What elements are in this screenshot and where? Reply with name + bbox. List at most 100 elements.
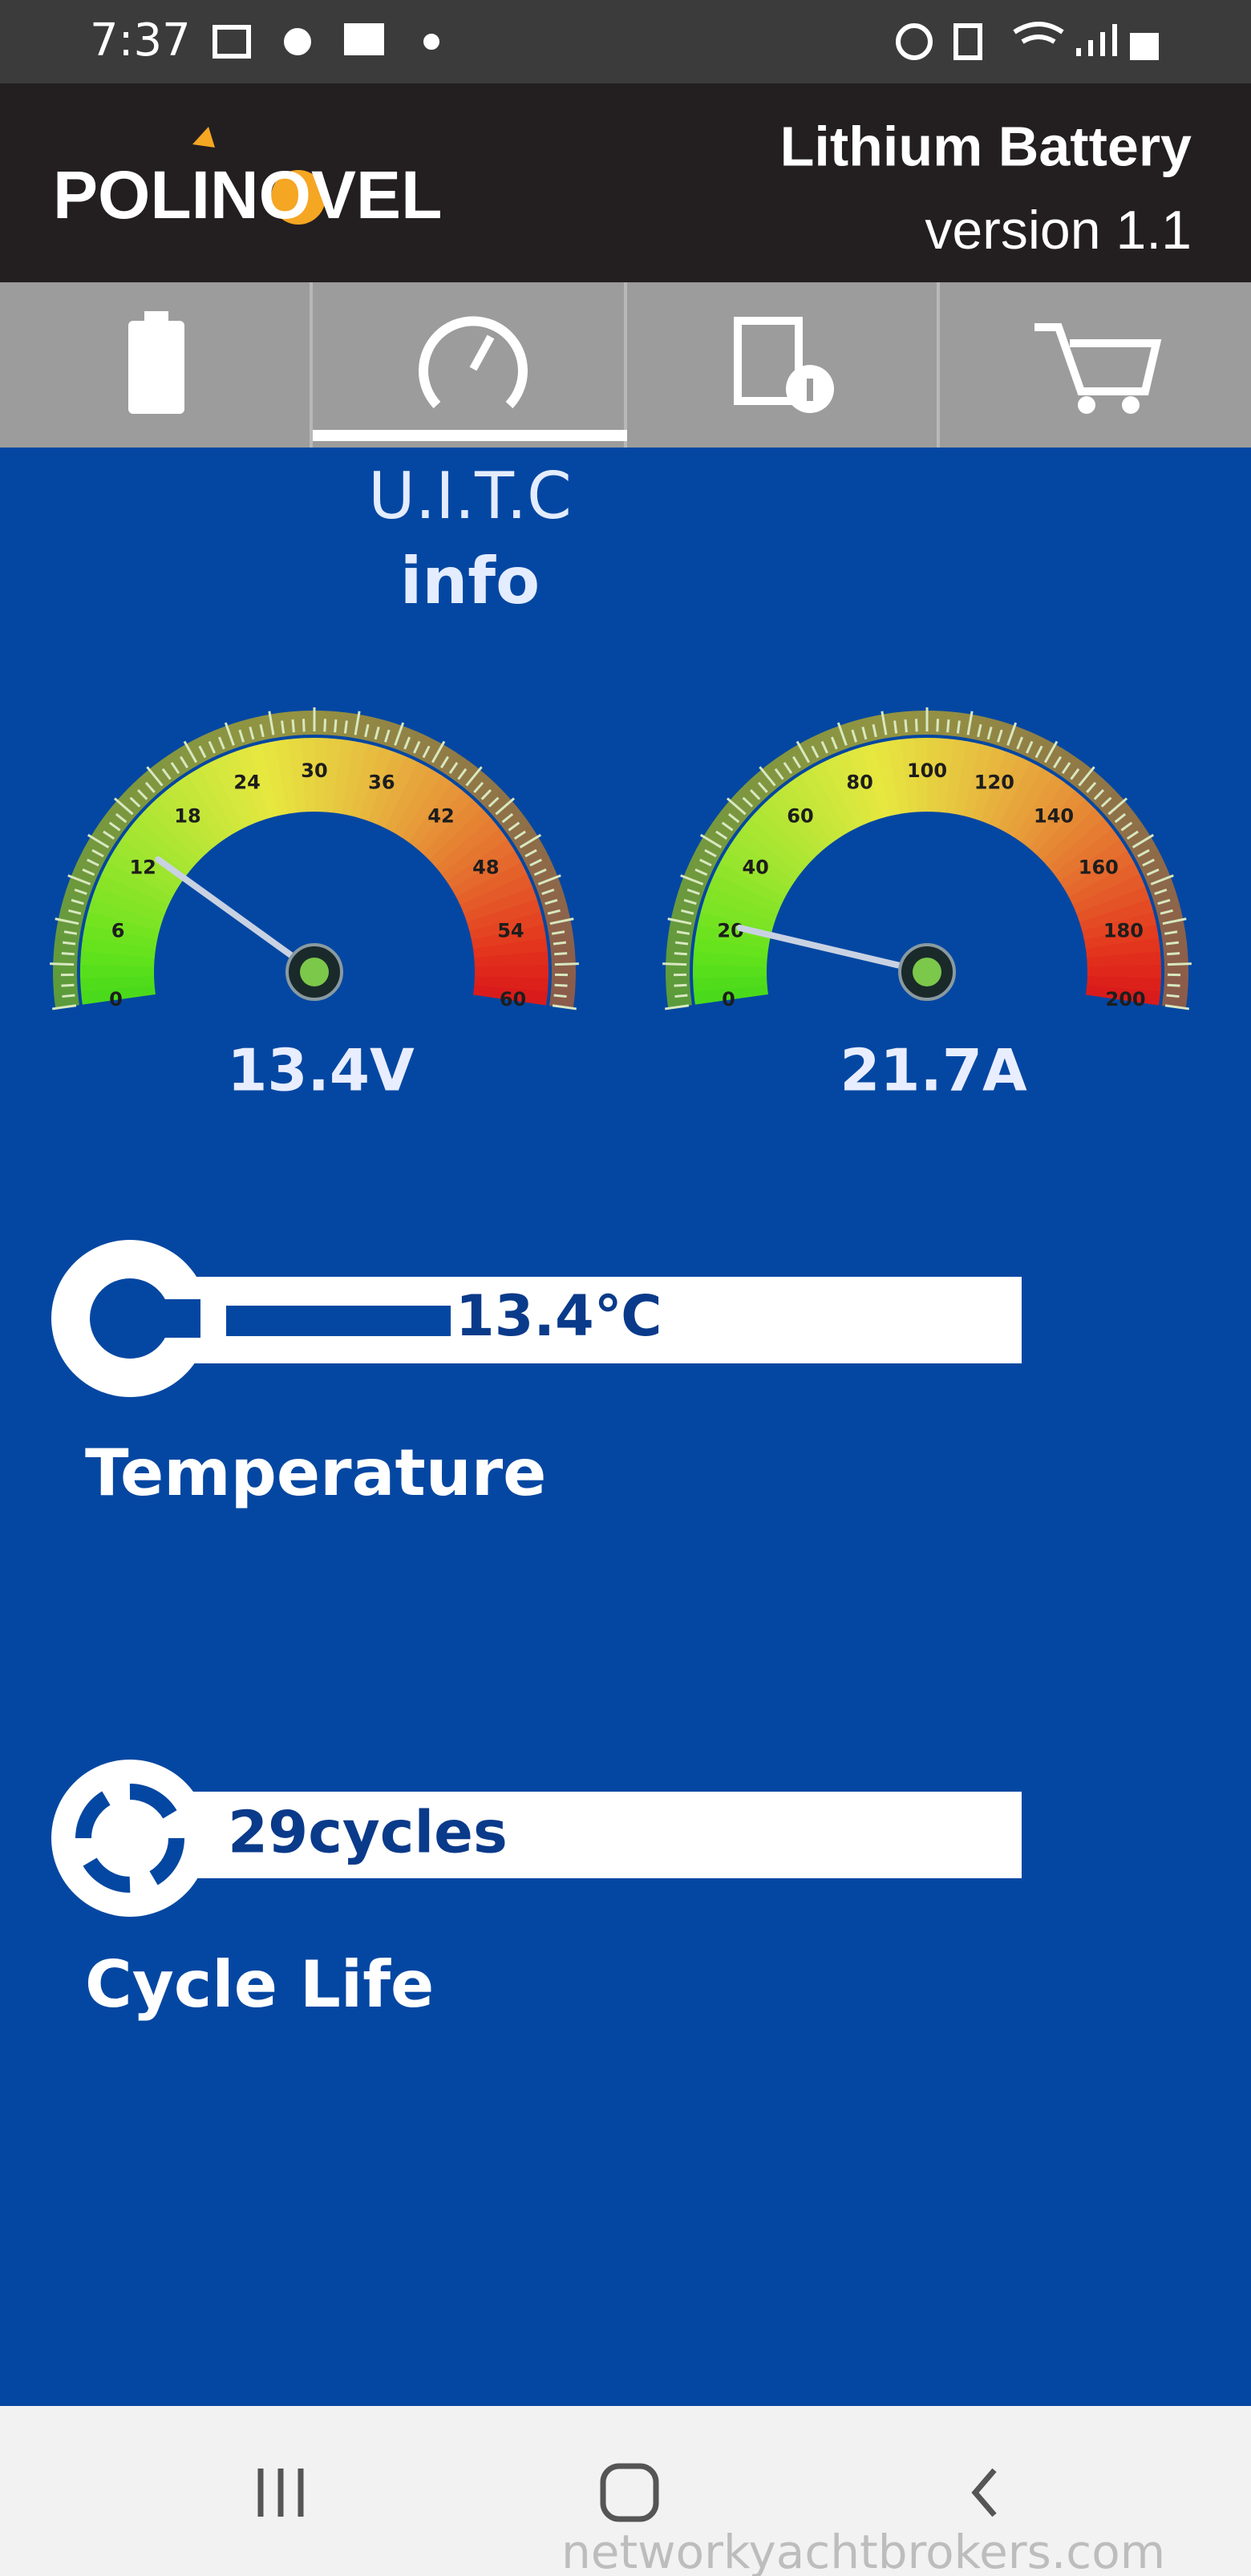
gauge-band — [156, 790, 214, 854]
gauge-rim — [1130, 836, 1159, 862]
gauge-hub-center — [300, 958, 329, 986]
tab-cart[interactable] — [940, 282, 1251, 448]
gauge-rim — [529, 862, 558, 886]
gauge-band — [936, 738, 955, 813]
gauge-rim-tick — [674, 941, 689, 946]
gauge-band — [1042, 808, 1104, 868]
gauge-rim-tick — [946, 719, 950, 733]
gauge-rim-tick — [721, 821, 734, 832]
nav-back[interactable] — [971, 2468, 997, 2517]
gauge-rim-tick — [63, 930, 78, 935]
gauge-rim-tick — [354, 711, 361, 735]
page-title: U.I.T.C — [368, 459, 572, 533]
gauge-rim-tick — [268, 711, 275, 735]
gauge-rim-tick — [966, 711, 974, 735]
gauge-rim-tick — [113, 797, 134, 816]
nav-bar — [0, 2406, 1251, 2576]
gauge-rim-tick — [674, 983, 687, 987]
gauge-band — [129, 817, 194, 874]
logo-flame — [192, 127, 215, 148]
gauge-rim-tick — [726, 797, 747, 816]
gauge-band — [694, 937, 769, 958]
gauge-rim-tick — [513, 830, 526, 840]
gauge-rim-tick — [1166, 994, 1180, 998]
tab-gauge[interactable] — [313, 282, 627, 448]
gauge-band — [84, 911, 160, 940]
app-title: Lithium Battery — [780, 115, 1192, 177]
gauge-needle — [155, 856, 318, 975]
gauge-band — [451, 850, 522, 897]
gauge-tick-label: 42 — [427, 804, 454, 827]
gauge-band — [714, 861, 786, 905]
gauge-band — [963, 743, 994, 819]
gauge-rim-tick — [674, 994, 688, 998]
gauge-rim-tick — [796, 740, 811, 763]
temp-label: Temperature — [85, 1436, 546, 1510]
gauge-band — [400, 775, 453, 843]
gauge-band — [836, 751, 874, 824]
gauge-band — [474, 964, 549, 979]
gauge-band — [981, 751, 1019, 824]
gauge-tick-label: 60 — [500, 988, 526, 1011]
gauge-band — [274, 739, 297, 814]
nav-recents[interactable] — [257, 2469, 304, 2517]
gauge-band — [176, 774, 229, 843]
gauge-rim — [1123, 824, 1152, 850]
gauge-band — [429, 808, 492, 868]
gauge-band — [368, 751, 407, 824]
gauge-band — [693, 950, 767, 967]
gauge-rim — [314, 711, 330, 735]
gauge-rim-tick — [676, 930, 690, 935]
gauge-band — [1087, 951, 1161, 968]
gauge-rim-tick — [742, 796, 754, 808]
gauge-tick-label: 54 — [497, 920, 524, 942]
gauge-band — [1054, 828, 1121, 882]
gauge-rim-tick — [662, 962, 687, 966]
tab-info[interactable] — [627, 282, 938, 448]
gauge-rim-tick — [108, 821, 121, 832]
gauge-band — [393, 768, 442, 837]
tab-battery[interactable] — [0, 282, 311, 448]
gauge-rim-tick — [681, 909, 694, 915]
gauge-needle — [736, 924, 930, 975]
gauge-band — [446, 839, 516, 889]
gauge-band — [945, 739, 968, 815]
gauge-band — [83, 924, 158, 950]
gauge-rim — [510, 824, 539, 850]
gauge-rim-tick — [473, 781, 484, 793]
gauge-band — [800, 768, 849, 837]
gauge-rim-tick — [259, 723, 265, 738]
gauge-rim-tick — [836, 722, 848, 746]
gauge-rim-tick — [1167, 962, 1192, 966]
gauge-band — [998, 761, 1043, 833]
gauge-rim-tick — [224, 722, 235, 746]
gauge-band — [248, 743, 279, 819]
gauge-rim-tick — [508, 821, 520, 832]
gauge-rim — [1096, 789, 1125, 817]
gauge-tick-label: 180 — [1103, 920, 1144, 942]
gauge-rim-tick — [74, 888, 87, 895]
gauge-rim — [927, 711, 943, 735]
gauge-rim — [1142, 862, 1171, 886]
gauge-rim-tick — [1137, 849, 1150, 858]
gauge-rim-tick — [1006, 722, 1018, 746]
gauge-rim-tick — [448, 762, 459, 775]
gauge-rim-tick — [549, 917, 574, 925]
gauge-rim-tick — [67, 874, 91, 885]
gauge-rim — [798, 736, 824, 766]
gauge-band — [460, 874, 533, 914]
gauge-band — [323, 738, 342, 813]
gauge-rim-tick — [554, 962, 579, 966]
gauge-rim — [83, 836, 112, 861]
gauge-rim-tick — [1016, 736, 1024, 750]
gauge-rim-tick — [103, 830, 115, 840]
gauge-rim-tick — [881, 711, 888, 735]
gauge-band — [376, 755, 419, 828]
gauge-band — [146, 799, 207, 861]
gauge-rim-tick — [71, 898, 84, 905]
gauge-band — [1013, 775, 1066, 843]
gauge-rim-tick — [1061, 762, 1071, 775]
nav-home[interactable] — [600, 2463, 659, 2522]
gauge-rim — [484, 789, 512, 817]
gauge-band — [972, 747, 1006, 821]
